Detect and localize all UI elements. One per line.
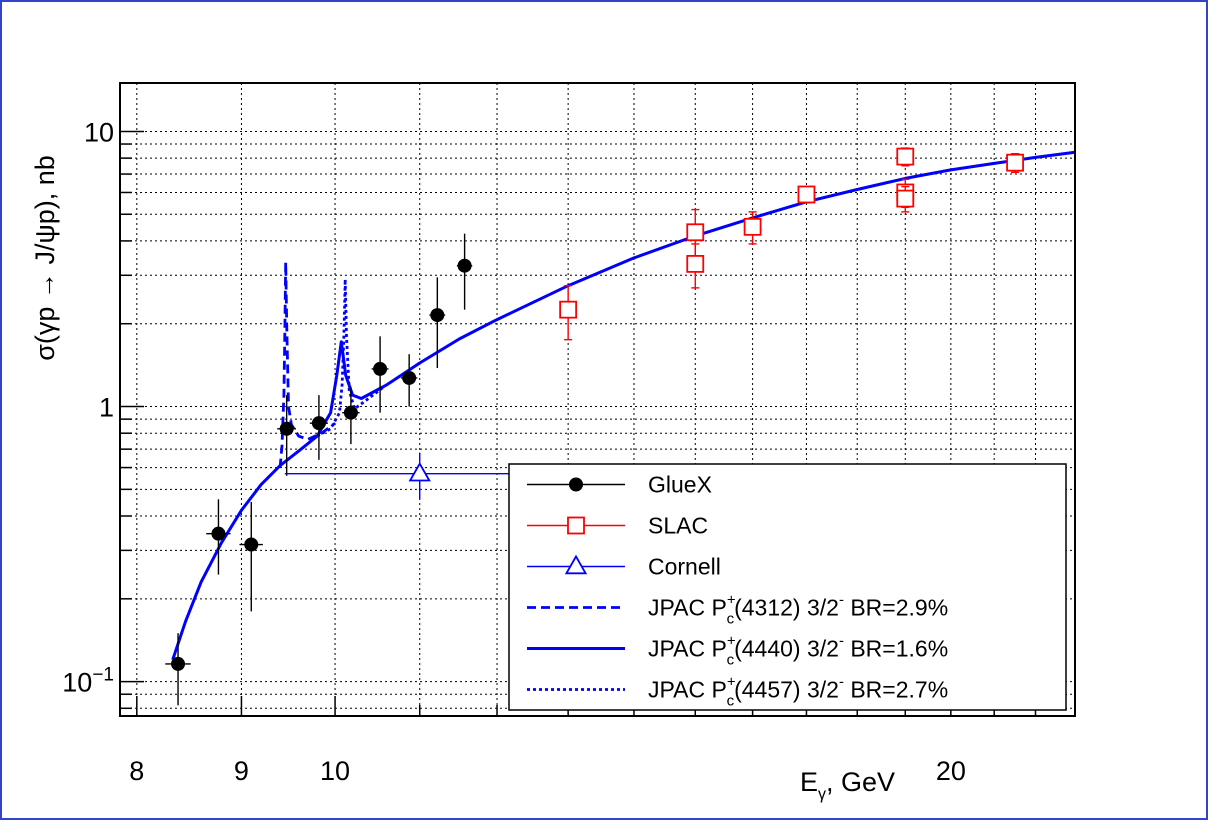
marker-square [1006, 153, 1024, 172]
marker-triangle [408, 461, 431, 482]
legend-label: Cornell [648, 554, 721, 580]
point-open-triangle [284, 452, 514, 500]
marker-square [743, 217, 762, 236]
marker-circle [343, 405, 358, 420]
legend-label-part: GlueX [648, 472, 712, 498]
data-points [165, 147, 1024, 706]
y-axis-title: σ(γp → J/ψp), nb [30, 155, 60, 360]
x-tick-label: 20 [936, 756, 966, 786]
legend-entry: JPAC P+ c(4457) 3/2- BR=2.7% [527, 674, 948, 710]
marker-circle [430, 308, 445, 323]
legend-label-part: (4457) 3/2 [734, 677, 839, 703]
marker-square [686, 223, 705, 242]
marker-square [896, 147, 915, 166]
axis-ticks [120, 130, 1076, 716]
legend-label-part: + [727, 674, 736, 691]
legend-label-part: BR=2.7% [844, 677, 948, 703]
marker-circle [373, 361, 388, 376]
legend-entry: JPAC P+ c(4440) 3/2- BR=1.6% [527, 633, 948, 669]
point-filled-circle [165, 633, 191, 706]
legend-label-part: - [839, 592, 844, 609]
legend-label-part: BR=2.9% [844, 595, 948, 621]
y-tick-label: 10 [84, 117, 114, 147]
marker-square [567, 516, 585, 535]
marker-circle [279, 421, 294, 436]
legend-entry: SLAC [527, 513, 708, 539]
marker-circle [171, 656, 186, 671]
x-tick-label: 8 [129, 756, 144, 786]
legend-label-part: JPAC P [648, 595, 727, 621]
legend-label: JPAC P+ c(4457) 3/2- BR=2.7% [648, 674, 948, 710]
legend-label-part: (4312) 3/2 [734, 595, 839, 621]
legend-entry: GlueX [527, 472, 712, 498]
point-open-square [797, 185, 816, 204]
y-tick-label-base: 10 [62, 668, 92, 698]
marker-circle [244, 537, 259, 552]
legend-label-part: c [727, 611, 735, 628]
x-axis-title: Eγ, GeV [800, 767, 895, 803]
marker-square [559, 300, 578, 319]
plot-frame [119, 82, 1076, 717]
point-filled-circle [206, 499, 231, 575]
curve-solid [171, 150, 1076, 661]
point-open-square [686, 243, 705, 289]
point-filled-circle [371, 336, 389, 413]
point-open-square [559, 284, 578, 341]
marker-square [797, 185, 816, 204]
legend-label-part: + [727, 592, 736, 609]
marker-circle [311, 416, 326, 431]
legend-entry: Cornell [527, 554, 721, 580]
y-tick-label: 1 [99, 393, 114, 423]
point-filled-circle [277, 395, 297, 476]
legend-box [508, 463, 1067, 711]
legend-label: GlueX [648, 472, 712, 498]
x-tick-label: 10 [320, 756, 350, 786]
legend-label-part: c [727, 693, 735, 710]
model-curves [171, 150, 1076, 661]
point-filled-circle [429, 277, 446, 369]
point-open-square [1006, 153, 1024, 174]
legend-entry: JPAC P+ c(4312) 3/2- BR=2.9% [527, 592, 948, 628]
point-open-square [896, 147, 915, 167]
marker-circle [402, 370, 417, 385]
curve-dashed [278, 260, 336, 468]
legend-label: SLAC [648, 513, 708, 539]
point-open-square [896, 185, 915, 213]
legend-label-part: - [839, 633, 844, 650]
curve-dotted [316, 277, 384, 438]
marker-square [686, 254, 705, 273]
legend-label-part: SLAC [648, 513, 708, 539]
y-tick-label-exponent: −1 [92, 665, 114, 686]
legend-label-part: - [839, 674, 844, 691]
point-filled-circle [400, 354, 418, 407]
point-filled-circle [239, 501, 263, 612]
point-open-square [743, 211, 762, 245]
legend-label: JPAC P+ c(4440) 3/2- BR=1.6% [648, 633, 948, 669]
marker-square [896, 189, 915, 208]
marker-circle [211, 526, 226, 541]
legend-label-part: BR=1.6% [844, 636, 948, 662]
y-tick-label: 10−1 [62, 665, 114, 698]
marker-circle [569, 477, 583, 492]
point-filled-circle [342, 386, 360, 445]
legend-label-part: (4440) 3/2 [734, 636, 839, 662]
marker-circle [457, 258, 472, 273]
legend-label: JPAC P+ c(4312) 3/2- BR=2.9% [648, 592, 948, 628]
legend-label-part: JPAC P [648, 677, 727, 703]
marker-triangle [564, 554, 588, 575]
legend-label-part: JPAC P [648, 636, 727, 662]
legend-label-part: + [727, 633, 736, 650]
legend-label-part: c [727, 652, 735, 669]
legend-label-part: Cornell [648, 554, 721, 580]
point-filled-circle [309, 395, 328, 460]
point-filled-circle [456, 233, 473, 310]
x-tick-label: 9 [234, 756, 249, 786]
